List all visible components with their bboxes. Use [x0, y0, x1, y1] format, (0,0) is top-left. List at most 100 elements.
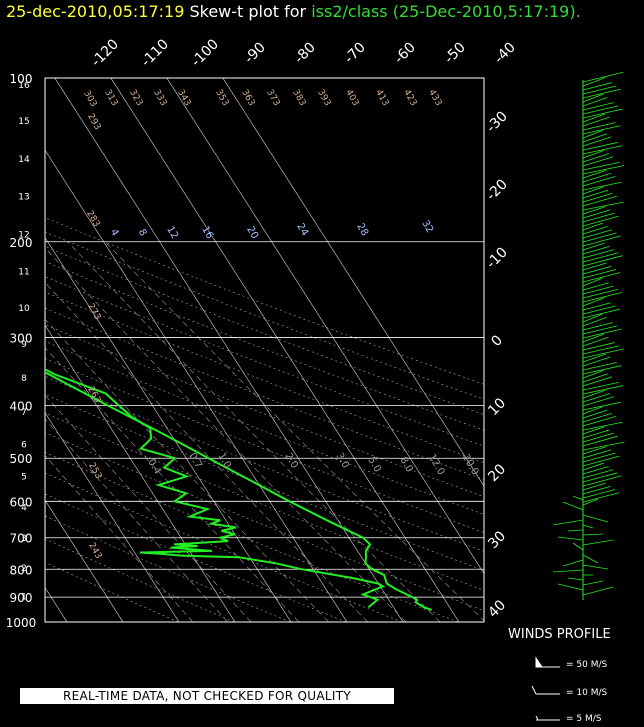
wind-barb	[582, 142, 618, 151]
plot-frame	[44, 77, 485, 623]
temperature-tick-label: -60	[391, 39, 418, 66]
wind-barb	[582, 113, 606, 123]
title-datetime: 25-dec-2010,05:17:19	[6, 2, 185, 21]
height-tick-label: 10	[18, 304, 30, 314]
wind-barb	[582, 475, 622, 487]
wind-barb	[582, 265, 612, 275]
wind-barb	[582, 169, 607, 179]
wind-barb	[582, 181, 622, 191]
dry-adiabat	[45, 452, 459, 622]
wind-barb	[582, 305, 616, 315]
wind-barb	[582, 345, 620, 355]
saturation-mixing-label: 2.0	[282, 451, 299, 470]
mixing-ratio-label: 12	[164, 224, 180, 241]
dry-adiabat	[45, 276, 484, 447]
height-tick-label: 12	[18, 231, 29, 241]
wind-barb	[582, 381, 619, 391]
wind-barb	[582, 246, 610, 255]
wind-legend-10-symbol	[531, 685, 560, 695]
height-tick-label: 8	[21, 374, 27, 384]
temperature-tick-label: -90	[241, 39, 268, 66]
wind-barb	[582, 212, 615, 223]
dry-adiabat	[45, 538, 235, 622]
wind-barb	[582, 492, 620, 503]
temperature-tick-label: 30	[485, 528, 509, 552]
height-tick-label: 4	[21, 504, 27, 514]
wind-barb	[582, 161, 620, 171]
height-tick-label: 1	[21, 593, 27, 603]
pressure-tick-label: 900	[10, 591, 33, 605]
dry-adiabat	[45, 375, 484, 552]
dry-adiabat	[45, 231, 484, 400]
temperature-tick-label: -80	[291, 39, 318, 66]
wind-barb	[582, 336, 609, 347]
wind-barb	[582, 291, 623, 303]
temperature-tick-label: -70	[341, 39, 368, 66]
dry-adiabat	[45, 324, 484, 498]
dry-adiabat-label: 423	[401, 88, 418, 108]
wind-barb	[582, 215, 619, 227]
dry-adiabat	[45, 307, 484, 480]
height-tick-label: 11	[18, 268, 29, 278]
height-tick-label: 3	[21, 534, 27, 544]
wind-barb	[582, 524, 594, 529]
dry-adiabat	[45, 394, 484, 571]
wind-barb	[582, 342, 615, 351]
wind-barb	[582, 514, 609, 523]
wind-barb	[582, 201, 624, 211]
temperature-tick-label: -100	[188, 36, 222, 70]
dry-adiabat	[45, 493, 347, 622]
height-tick-label: 13	[18, 192, 29, 202]
wind-barb	[582, 432, 614, 443]
isotherm-line	[45, 324, 236, 622]
dry-adiabat-label: 273	[85, 302, 102, 322]
dry-adiabat	[45, 432, 484, 612]
isotherm-line	[166, 78, 484, 575]
pressure-tick-label: 300	[10, 332, 33, 346]
wind-barb	[582, 485, 611, 495]
wind-barb	[582, 322, 613, 331]
dry-adiabat-label: 393	[315, 88, 332, 108]
dry-adiabat	[45, 217, 484, 385]
wind-barb	[582, 88, 621, 99]
isotherm-line	[54, 78, 404, 622]
mixing-ratio-label: 24	[294, 221, 310, 238]
dry-adiabat	[45, 291, 484, 463]
temperature-tick-label: 0	[488, 332, 506, 350]
wind-barb	[582, 365, 622, 375]
pressure-tick-label: 800	[10, 563, 33, 577]
wind-barb	[582, 277, 603, 287]
temperature-tick-label: 10	[485, 395, 509, 419]
wind-barb	[582, 348, 624, 359]
wind-legend-50: = 50 M/S	[566, 660, 608, 670]
mixing-ratio-label: 8	[136, 227, 149, 238]
wind-barb	[582, 401, 621, 411]
wind-barb	[582, 285, 614, 295]
wind-barb	[582, 586, 614, 596]
mixing-ratio-label: 32	[419, 218, 435, 235]
wind-barb	[582, 192, 613, 203]
wind-barb	[582, 262, 607, 271]
dry-adiabat	[45, 515, 291, 622]
wind-barb	[582, 235, 621, 247]
wind-barb	[582, 229, 613, 239]
wind-barb	[582, 130, 603, 139]
wind-barb	[582, 71, 624, 83]
wind-barb	[582, 412, 612, 423]
wind-barb	[582, 376, 613, 387]
pressure-tick-label: 400	[10, 400, 33, 414]
dry-adiabat	[45, 246, 484, 415]
mixing-ratio-line	[104, 241, 484, 622]
wind-barb	[582, 206, 606, 215]
wind-barb	[582, 288, 618, 299]
height-tick-label: 15	[18, 117, 29, 127]
dry-adiabat-label: 403	[343, 88, 360, 108]
isotherm-line	[110, 78, 460, 622]
wind-barb	[572, 542, 584, 551]
wind-barb	[582, 533, 604, 536]
dry-adiabat-label: 363	[239, 88, 256, 108]
wind-legend-50-symbol	[535, 656, 560, 668]
wind-barb	[582, 189, 609, 199]
wind-barb	[572, 495, 584, 501]
